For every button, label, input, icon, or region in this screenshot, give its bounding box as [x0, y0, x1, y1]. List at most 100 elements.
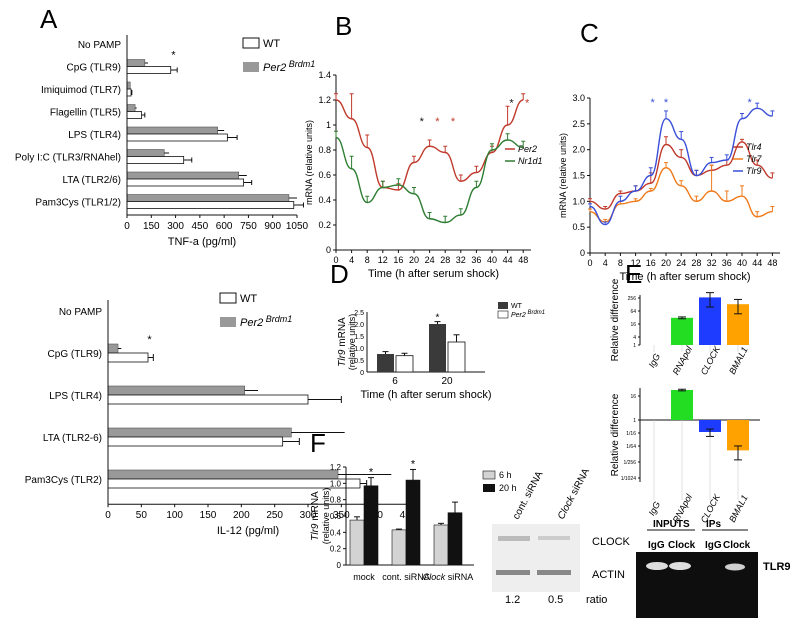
x-tick-label: 200: [233, 510, 250, 521]
x-tick-label: 6: [392, 376, 398, 387]
category-label: IgG: [647, 500, 663, 518]
bar-per2: [447, 341, 466, 373]
y-tick-label: 1/16: [626, 431, 636, 437]
bar-per2: [107, 469, 339, 480]
x-tick-label: 40: [487, 255, 497, 265]
category-label: RNApol: [671, 344, 695, 377]
x-tick-label: 0: [124, 221, 130, 232]
x-tick-label: 8: [618, 258, 623, 268]
bar-wt: [126, 178, 244, 187]
blot-f-clock-band-1: [498, 536, 530, 541]
bar-wt: [107, 436, 284, 447]
y-axis-title: Tlr9 mRNA: [310, 491, 321, 541]
category-label: CLOCK: [699, 344, 723, 377]
legend-label-wt: WT: [263, 38, 280, 50]
x-tick-label: 4: [603, 258, 608, 268]
x-tick-label: 4: [349, 255, 354, 265]
category-label: Pam3Cys (TLR1/2): [35, 198, 121, 209]
bar-per2: [126, 104, 136, 112]
bar-20h: [363, 485, 379, 566]
bar-rnapol: [671, 390, 693, 420]
bar-per2: [395, 355, 414, 373]
bar-per2: [107, 427, 292, 438]
x-tick-label: 16: [646, 258, 656, 268]
x-tick-label: 8: [365, 255, 370, 265]
x-tick-label: 28: [440, 255, 450, 265]
x-tick-label: 750: [240, 221, 257, 232]
y-axis-title-units: (relative units): [347, 314, 357, 371]
category-label: LTA (TLR2-6): [43, 433, 102, 444]
x-tick-label: 16: [393, 255, 403, 265]
blot-f-actin-band-2: [537, 570, 571, 575]
y-tick-label: 0: [326, 245, 331, 255]
x-tick-label: 12: [378, 255, 388, 265]
x-axis-title: Time (h after serum shock): [360, 389, 491, 401]
bar-rnapol: [671, 317, 693, 345]
gel-band-4: [725, 563, 745, 571]
y-tick-label: 1: [326, 120, 331, 130]
bar-wt: [107, 352, 149, 363]
bar-clock: [699, 297, 721, 345]
category-label: BMAL1: [727, 345, 750, 376]
x-tick-label: 150: [143, 221, 160, 232]
x-tick-label: 36: [722, 258, 732, 268]
significance-star: *: [411, 458, 416, 470]
legend-label-wt: WT: [511, 303, 523, 310]
category-label: CpG (TLR9): [67, 63, 121, 74]
y-tick-label: 1/64: [626, 444, 636, 450]
y-tick-label: 1.5: [572, 171, 585, 181]
x-tick-label: 20: [661, 258, 671, 268]
y-tick-label: 0.8: [318, 145, 331, 155]
category-label: Clock siRNA: [423, 572, 474, 582]
bar-wt: [377, 354, 394, 372]
y-tick-label: 2.5: [572, 119, 585, 129]
gel-lane-1: IgG: [648, 540, 665, 551]
gel-band-1: [646, 562, 668, 570]
chart-e-chip-upper: 256 64 16 4 1 IgG RNApol CLOCK BMAL1 Relative dif…: [610, 278, 750, 376]
x-tick-label: 250: [266, 510, 283, 521]
y-tick-label: 2.0: [354, 322, 364, 329]
category-label: Pam3Cys (TLR2): [25, 475, 102, 486]
bar-clock: [699, 420, 721, 432]
y-tick-label: 0: [360, 370, 364, 377]
y-axis-title: mRNA (relative units): [558, 133, 568, 218]
legend-label: Nr1d1: [518, 156, 543, 166]
bar-wt: [126, 111, 142, 119]
x-tick-label: 48: [767, 258, 777, 268]
chart-b-per2-nr1d1: 00.20.40.60.811.21.40 4 8 12 16 20 24 28 32 36 40 4…: [304, 70, 543, 280]
y-tick-label: 1.0: [572, 196, 585, 206]
y-tick-label: 1/1024: [621, 476, 637, 482]
category-label: CpG (TLR9): [48, 349, 102, 360]
y-tick-label: 2.5: [354, 310, 364, 317]
x-tick-label: 32: [456, 255, 466, 265]
panel-label-f: F: [310, 428, 326, 458]
category-label: BMAL1: [727, 493, 750, 524]
category-label: LPS (TLR4): [68, 130, 121, 141]
y-axis-title-units: (relative units): [321, 488, 331, 545]
category-label: LPS (TLR4): [49, 391, 102, 402]
significance-star: *: [435, 116, 440, 128]
x-tick-label: 40: [737, 258, 747, 268]
blot-f-ratio-1: 1.2: [505, 594, 520, 606]
bar-6h: [391, 529, 407, 566]
category-label: IgG: [647, 352, 663, 370]
legend-label-wt: WT: [240, 293, 257, 305]
y-tick-label: 0.2: [330, 545, 342, 554]
x-tick-label: 32: [707, 258, 717, 268]
legend-label-20h: 20 h: [499, 483, 517, 493]
bar-wt: [126, 133, 228, 142]
legend-swatch-per2: [243, 62, 259, 72]
y-axis-title: Tlr9 mRNA: [337, 317, 348, 367]
legend-swatch-wt: [242, 37, 260, 49]
legend-label: Tlr4: [746, 142, 762, 152]
gel-lane-4: Clock: [723, 540, 751, 551]
significance-star: *: [509, 97, 514, 109]
x-axis-title: IL-12 (pg/ml): [217, 525, 279, 537]
y-tick-label: 1.0: [354, 346, 364, 353]
significance-star: *: [147, 334, 152, 346]
significance-star: *: [651, 97, 656, 109]
legend-swatch-wt: [498, 302, 508, 309]
blot-f-ratio-2: 0.5: [548, 594, 563, 606]
y-axis-title: Relative difference: [610, 393, 621, 476]
